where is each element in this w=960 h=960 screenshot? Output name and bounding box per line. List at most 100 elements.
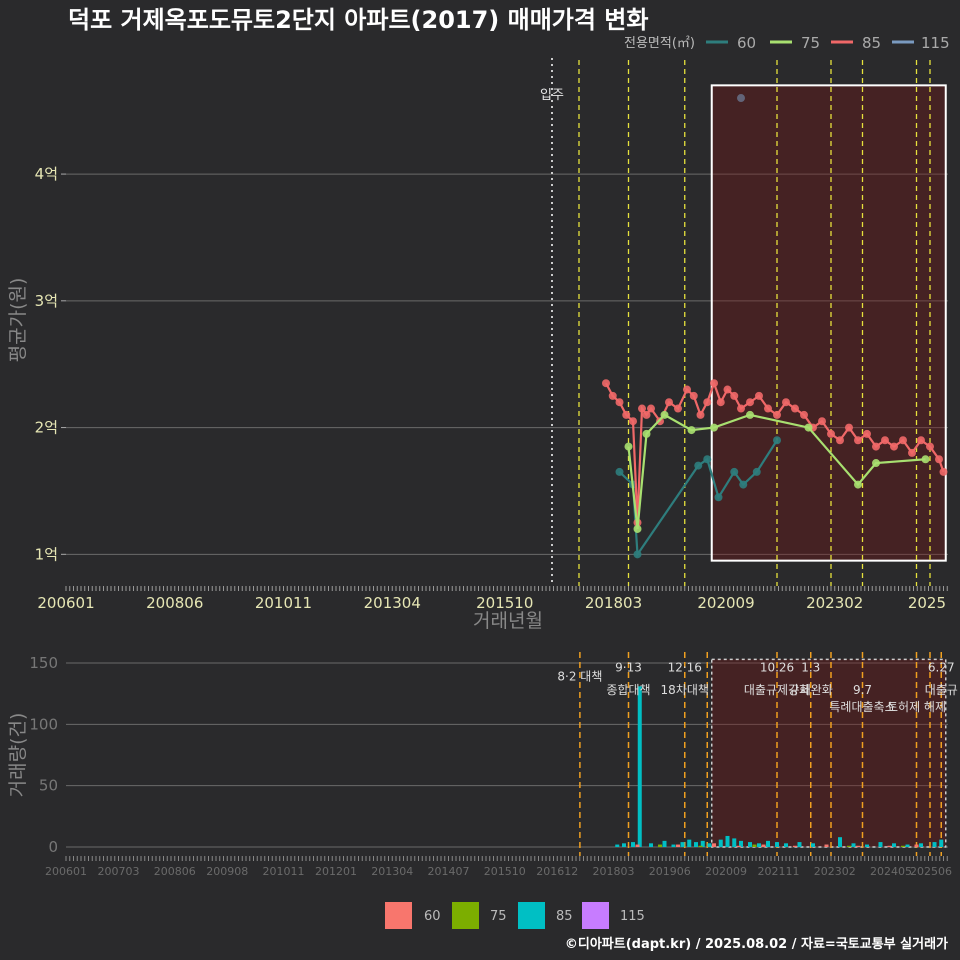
bar-60-7 [856, 845, 860, 847]
bar-85-18 [766, 840, 770, 847]
point-85-41 [926, 442, 934, 451]
bottom-x-axis: 200601 200703 200806 200908 201011 201201 2013… [45, 856, 952, 878]
point-85-39 [908, 448, 916, 457]
bar-85-20 [784, 843, 788, 847]
legend-label-85: 85 [862, 34, 881, 52]
point-85-33 [854, 436, 862, 445]
point-75-3 [660, 410, 669, 419]
top-y-tick-3: 4억 [35, 165, 58, 183]
bar-85-4 [649, 843, 653, 847]
point-85-24 [773, 410, 781, 419]
legend-label-60: 60 [737, 34, 756, 52]
point-85-29 [818, 417, 826, 426]
point-85-3 [622, 410, 631, 419]
bar-85-13 [725, 835, 730, 847]
bottom-y-tick-0: 0 [48, 838, 58, 856]
point-60-0 [615, 467, 624, 476]
bar-85-11 [707, 843, 712, 847]
point-85-11 [674, 404, 682, 413]
policy-annotation-10: 특례대출축소 [829, 700, 895, 714]
bar-60-2 [712, 843, 716, 847]
point-85-23 [764, 404, 772, 413]
legend2-label-60: 60 [424, 909, 441, 924]
point-60-4 [703, 455, 712, 464]
bar-85-25 [851, 843, 856, 847]
bar-85-2 [631, 842, 635, 847]
policy-annotation-1: 9·13 [615, 661, 642, 675]
legend2-swatch-115 [582, 902, 609, 929]
point-85-43 [939, 467, 948, 476]
bar-85-10 [700, 840, 705, 847]
top-x-tick-8: 2025 [908, 594, 946, 612]
bar-75-2 [752, 844, 757, 847]
bar-85-3 [637, 686, 642, 847]
point-85-1 [608, 391, 617, 400]
top-x-tick-3: 201304 [364, 594, 421, 612]
top-y-axis-label: 평균가(원) [7, 278, 29, 363]
point-85-7 [642, 410, 651, 419]
point-85-40 [917, 436, 925, 445]
point-85-26 [791, 404, 799, 413]
bar-85-19 [775, 842, 779, 847]
point-85-13 [689, 391, 698, 400]
policy-annotation-7: 1.3 [801, 661, 820, 675]
bar-60-6 [824, 844, 829, 847]
point-60-8 [752, 467, 761, 476]
bottom-x-tick-4: 201011 [262, 865, 304, 878]
point-85-36 [881, 436, 889, 445]
bottom-x-tick-15: 202405 [870, 865, 912, 878]
policy-annotation-8: 규제완화 [789, 683, 833, 697]
top-x-tick-4: 201510 [476, 594, 533, 612]
point-75-5 [710, 423, 718, 432]
top-highlight-box [710, 84, 947, 562]
point-60-7 [739, 480, 748, 489]
point-85-17 [716, 398, 725, 407]
move-in-label: 입주 [540, 88, 564, 103]
top-x-axis: 200601 200806 201011 201304 201510 201803 2020… [37, 586, 948, 612]
point-75-10 [921, 455, 930, 464]
legend2-label-85: 85 [556, 909, 573, 924]
point-60-9 [773, 436, 781, 445]
bottom-x-tick-3: 200908 [206, 865, 248, 878]
bar-75-1 [698, 845, 703, 847]
bottom-x-tick-7: 201407 [428, 865, 470, 878]
bar-60-3 [736, 845, 741, 847]
point-75-0 [624, 442, 633, 451]
bar-85-30 [919, 843, 923, 847]
top-x-tick-5: 201803 [585, 594, 642, 612]
point-75-2 [642, 429, 651, 438]
policy-annotation-12: 6.27 [928, 661, 955, 675]
bar-85-12 [718, 839, 723, 847]
top-series [602, 94, 948, 559]
point-75-8 [854, 480, 862, 489]
point-85-16 [710, 379, 718, 388]
point-85-10 [665, 398, 673, 407]
bottom-x-tick-13: 202111 [757, 865, 799, 878]
policy-annotation-5: 10.26 [760, 661, 794, 675]
bar-85-17 [757, 843, 761, 847]
legend-label-75: 75 [801, 34, 820, 52]
point-85-14 [696, 410, 705, 419]
bar-60-1 [676, 844, 680, 847]
point-60-2 [633, 550, 642, 559]
policy-annotation-9: 9.7 [853, 683, 872, 697]
bottom-y-ticks: 0 50 100 150 [29, 654, 58, 856]
point-85-34 [863, 429, 871, 438]
legend-title: 전용면적(㎡) [624, 36, 695, 51]
top-highlight-region [710, 84, 947, 562]
policy-annotations: 8·2 대책 9·13 종합대책 12·16 18차대책 10.26 대출규제강화 1.3 규제… [557, 661, 957, 714]
top-x-tick-7: 202302 [806, 594, 863, 612]
point-85-2 [615, 398, 624, 407]
point-85-38 [899, 436, 907, 445]
policy-annotation-6: 대출규제강화 [744, 683, 810, 697]
bar-85-22 [811, 843, 815, 847]
top-y-tick-2: 3억 [35, 292, 58, 310]
bar-85-9 [694, 842, 698, 847]
legend2-swatch-75 [452, 902, 479, 929]
legend2-label-115: 115 [620, 909, 645, 924]
bottom-x-tick-12: 202009 [705, 865, 747, 878]
bar-85-27 [878, 842, 883, 847]
point-85-19 [730, 391, 739, 400]
bottom-x-tick-10: 201803 [593, 865, 635, 878]
point-85-30 [827, 429, 835, 438]
